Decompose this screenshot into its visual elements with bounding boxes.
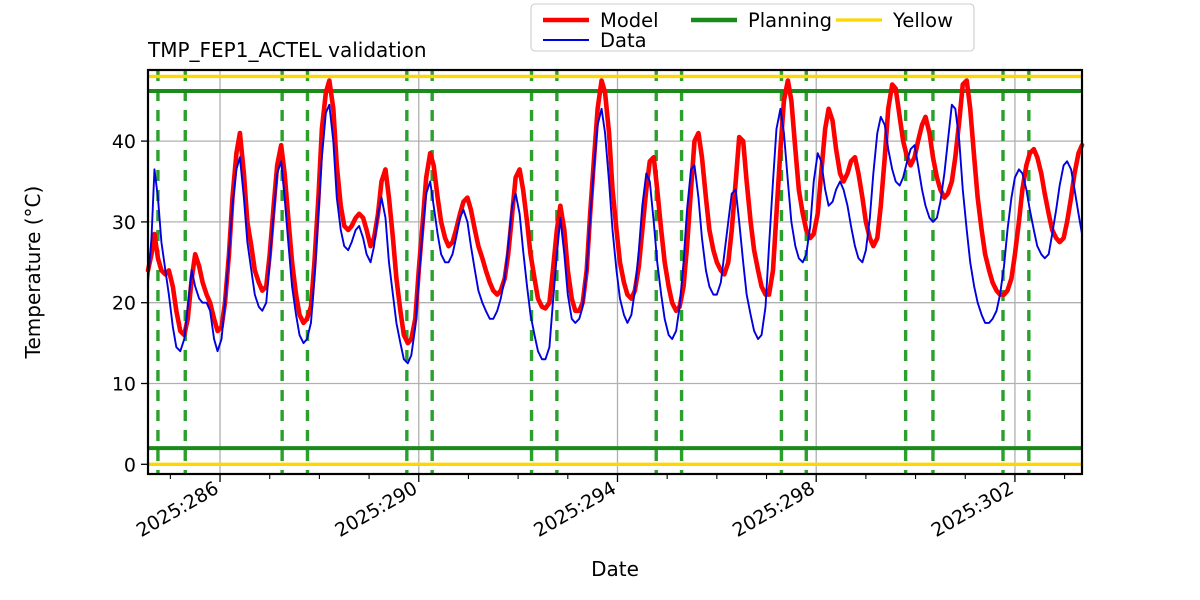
- series-line-data: [147, 103, 1083, 365]
- legend-entry-planning: Planning: [691, 9, 832, 32]
- plot-border: [146, 68, 1084, 476]
- legend-label-planning: Planning: [748, 9, 832, 32]
- series-line-model: [145, 78, 1085, 346]
- ytick-label-3: 30: [112, 212, 136, 234]
- ytick-label-2: 20: [112, 293, 136, 315]
- chart-legend: Model Planning Yellow Data: [530, 3, 975, 52]
- data-series: [145, 78, 1085, 365]
- legend-label-model: Model: [600, 9, 659, 32]
- x-axis-title: Date: [591, 557, 639, 581]
- threshold-lines: [148, 74, 1082, 467]
- ytick-label-1: 10: [112, 374, 136, 396]
- legend-label-data: Data: [600, 29, 647, 52]
- legend-entry-yellow: Yellow: [836, 9, 953, 32]
- y-axis-title: Temperature (°C): [21, 186, 45, 360]
- plot-area-background: [148, 70, 1082, 474]
- legend-entry-data: Data: [543, 29, 647, 52]
- ytick-label-4: 40: [112, 131, 136, 153]
- legend-background: [530, 3, 975, 52]
- chart-title: TMP_FEP1_ACTEL validation: [147, 38, 427, 62]
- y-tick-labels: 0 10 20 30 40: [112, 131, 136, 476]
- ytick-label-0: 0: [124, 454, 136, 476]
- plot-frame: [146, 68, 1084, 476]
- legend-entry-model: Model: [543, 9, 659, 32]
- legend-label-yellow: Yellow: [892, 9, 953, 32]
